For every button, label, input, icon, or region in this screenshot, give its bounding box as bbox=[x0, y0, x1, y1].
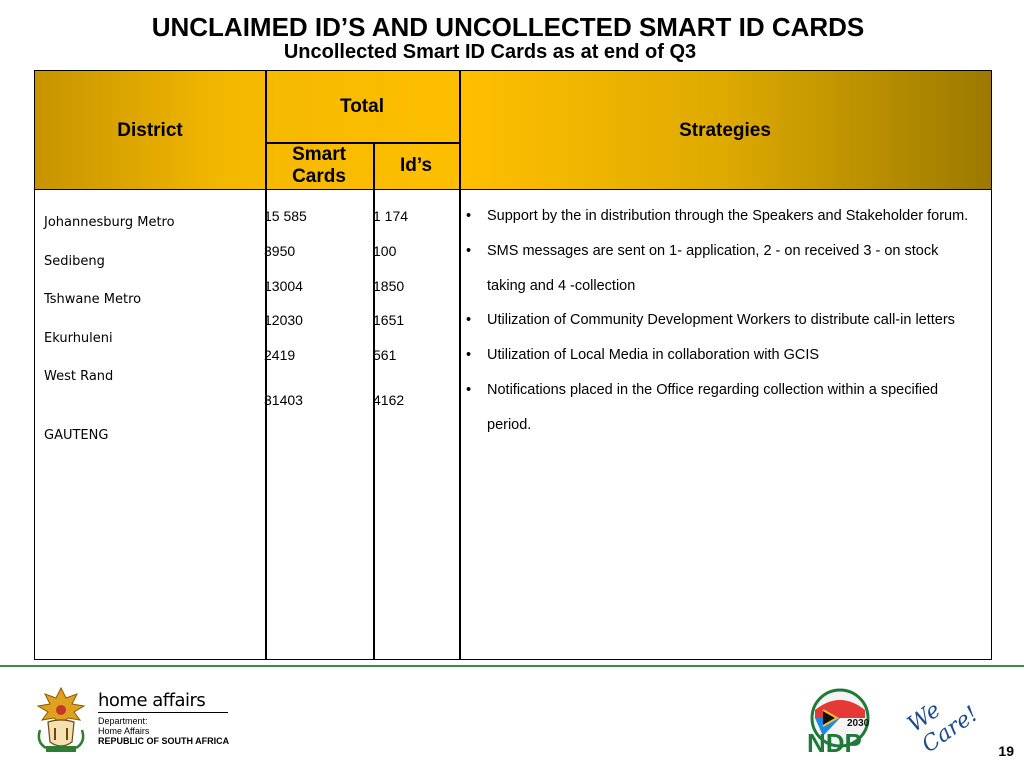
ndp-logo-icon: 2030 NDP bbox=[807, 688, 870, 756]
district-total-cell: GAUTENG bbox=[44, 427, 109, 443]
strategy-text: Utilization of Local Media in collaborat… bbox=[487, 347, 820, 364]
strategy-text: Utilization of Community Development Wor… bbox=[487, 312, 955, 329]
bullet-icon: • bbox=[466, 312, 472, 329]
smart-cards-cell: 13004 bbox=[264, 277, 303, 294]
district-cell: Sedibeng bbox=[44, 253, 105, 269]
bullet-icon: • bbox=[466, 381, 472, 398]
department-line-1: Department: bbox=[98, 716, 148, 726]
ids-cell: 1850 bbox=[373, 277, 405, 294]
strategy-text: Notifications placed in the Office regar… bbox=[487, 381, 939, 433]
column-divider bbox=[265, 71, 267, 659]
header-district: District bbox=[117, 119, 183, 141]
smart-cards-total-cell: 31403 bbox=[264, 391, 303, 408]
smart-cards-cell: 15 585 bbox=[264, 208, 307, 224]
department-underline bbox=[98, 712, 228, 713]
data-table: District Total Smart Cards Id’s Strategi… bbox=[34, 70, 992, 660]
column-divider bbox=[373, 142, 375, 659]
strategy-item: • Utilization of Local Media in collabora… bbox=[458, 338, 988, 373]
slogan: We Care! bbox=[903, 697, 984, 758]
ids-cell: 100 bbox=[373, 242, 397, 259]
district-cell: Ekurhuleni bbox=[44, 330, 113, 346]
slide-title: UNCLAIMED ID’S AND UNCOLLECTED SMART ID … bbox=[151, 12, 865, 42]
smart-cards-cell: 2419 bbox=[264, 347, 296, 364]
ids-column: 1 174 100 1850 1651 561 4162 bbox=[373, 208, 408, 427]
bullet-icon: • bbox=[466, 208, 472, 224]
column-divider bbox=[459, 71, 461, 659]
department-line-2: Home Affairs bbox=[98, 726, 150, 736]
ids-total-cell: 4162 bbox=[373, 391, 405, 408]
district-column: Johannesburg Metro Sedibeng Tshwane Metr… bbox=[44, 215, 264, 467]
strategies-list: • Support by the in distribution through … bbox=[458, 199, 988, 443]
row-divider bbox=[265, 142, 459, 144]
bullet-icon: • bbox=[466, 242, 472, 259]
smart-cards-cell: 12030 bbox=[264, 312, 303, 329]
bullet-icon: • bbox=[466, 347, 472, 364]
strategy-text: Support by the in distribution through t… bbox=[487, 208, 969, 224]
header-ids: Id’s bbox=[399, 155, 433, 176]
smart-cards-cell: 3950 bbox=[264, 242, 296, 259]
ndp-year: 2030 bbox=[847, 718, 870, 729]
ndp-text: NDP bbox=[807, 728, 862, 756]
department-name: home affairs bbox=[98, 690, 206, 711]
page-number: 19 bbox=[998, 743, 1014, 759]
district-cell: Johannesburg Metro bbox=[44, 215, 175, 230]
strategy-item: • SMS messages are sent on 1- application… bbox=[458, 234, 988, 304]
district-cell: West Rand bbox=[44, 369, 114, 385]
strategy-item: • Support by the in distribution through … bbox=[458, 199, 988, 234]
strategy-item: • Utilization of Community Development Wo… bbox=[458, 303, 988, 338]
coat-of-arms-icon bbox=[36, 686, 86, 752]
header-strategies: Strategies bbox=[679, 119, 771, 141]
strategy-text: SMS messages are sent on 1- application,… bbox=[487, 242, 939, 294]
ids-cell: 561 bbox=[373, 347, 397, 364]
ids-cell: 1651 bbox=[373, 312, 405, 329]
district-cell: Tshwane Metro bbox=[44, 292, 142, 308]
strategy-item: • Notifications placed in the Office rega… bbox=[458, 373, 988, 443]
header-total: Total bbox=[340, 95, 384, 117]
table-header bbox=[35, 71, 991, 190]
smart-cards-column: 15 585 3950 13004 12030 2419 31403 bbox=[264, 208, 307, 427]
slide-subtitle: Uncollected Smart ID Cards as at end of … bbox=[283, 41, 697, 63]
footer-divider bbox=[0, 665, 1024, 667]
ids-cell: 1 174 bbox=[373, 208, 409, 224]
department-line-3: REPUBLIC OF SOUTH AFRICA bbox=[98, 736, 230, 746]
header-smart-cards: Smart Cards bbox=[292, 144, 346, 187]
